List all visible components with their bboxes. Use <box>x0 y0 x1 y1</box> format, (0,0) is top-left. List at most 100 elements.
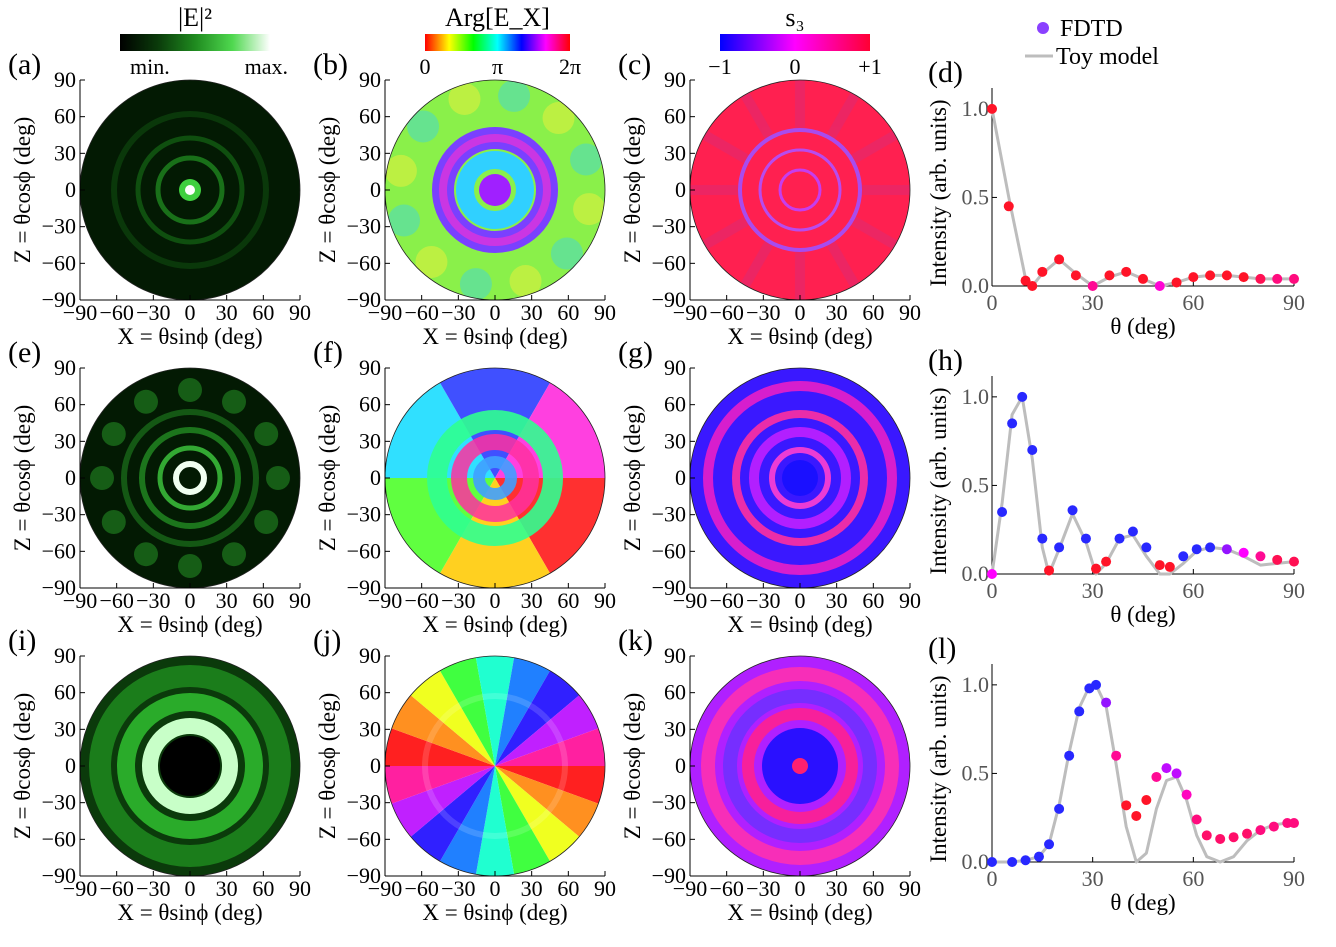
phase-sector <box>440 766 495 875</box>
fdtd-point <box>1161 763 1172 774</box>
intensity-ring <box>89 665 291 867</box>
intensity-ring <box>157 445 223 511</box>
y-axis-label: Z = θcosϕ (deg) <box>315 405 340 552</box>
y-tick-label: 0 <box>65 465 76 490</box>
fdtd-point <box>1205 270 1216 281</box>
phase-sector <box>475 656 515 766</box>
y-tick-label: 60 <box>54 104 76 129</box>
intensity-lobe <box>90 466 114 490</box>
y-axis-label: Z = θcosϕ (deg) <box>10 693 35 840</box>
x-tick-label: 90 <box>1283 290 1305 315</box>
fdtd-point <box>1111 750 1122 761</box>
y-tick-label: 90 <box>664 643 686 668</box>
panel-label: (c) <box>618 48 651 81</box>
panel-label: (a) <box>8 48 41 81</box>
x-axis-label: X = θsinϕ (deg) <box>727 324 872 349</box>
x-tick-label: −60 <box>404 300 438 325</box>
fdtd-point <box>987 103 997 114</box>
y-tick-label: 60 <box>664 392 686 417</box>
colorbar-s3: s₃ −1 0 +1 <box>708 3 881 79</box>
phase-sector <box>495 670 580 766</box>
plot-h: (h) 0 30 60 90 0.0 0.5 1.0 θ (deg) Intensity (arb… <box>926 344 1305 627</box>
intensity-lobe <box>178 378 202 402</box>
phase-patch <box>448 82 481 115</box>
panel-label: (j) <box>313 624 341 657</box>
y-tick-label: 60 <box>54 392 76 417</box>
colorbar-bar <box>720 34 870 51</box>
phase-ring <box>422 693 568 839</box>
map-image <box>690 656 910 876</box>
s3-ring <box>742 708 858 824</box>
x-tick-label: −60 <box>709 876 743 901</box>
intensity-ring <box>121 409 259 547</box>
y-axis-label: Intensity (arb. units) <box>926 387 951 574</box>
fdtd-point <box>1242 828 1253 839</box>
x-tick-label: 60 <box>252 300 274 325</box>
fdtd-point <box>1054 803 1065 814</box>
fdtd-point <box>1020 275 1031 286</box>
x-tick-label: −90 <box>63 876 97 901</box>
y-tick-label: −30 <box>42 502 76 527</box>
x-tick-label: 30 <box>826 300 848 325</box>
y-tick-label: 0 <box>675 177 686 202</box>
x-tick-label: −60 <box>99 588 133 613</box>
fdtd-point <box>987 569 997 579</box>
y-tick-label: 30 <box>54 716 76 741</box>
map-image <box>690 80 910 300</box>
s3-ring <box>701 667 899 865</box>
s3-streak <box>702 130 751 165</box>
x-tick-label: −90 <box>368 876 402 901</box>
s3-center <box>782 460 818 496</box>
x-axis-label: θ (deg) <box>1110 602 1175 627</box>
intensity-lobe <box>134 389 158 414</box>
x-tick-label: −30 <box>441 588 475 613</box>
x-tick-label: 90 <box>289 300 311 325</box>
toy-model-line <box>992 683 1294 864</box>
y-tick-label: 90 <box>664 67 686 92</box>
fdtd-point <box>1067 505 1078 516</box>
x-tick-label: 60 <box>1182 578 1204 603</box>
x-tick-label: −30 <box>441 300 475 325</box>
x-tick-label: −90 <box>673 876 707 901</box>
x-tick-label: −30 <box>136 300 170 325</box>
y-tick-label: 0 <box>675 465 686 490</box>
y-tick-label: −60 <box>652 538 686 563</box>
fdtd-point <box>1268 821 1279 832</box>
intensity-center <box>160 736 220 796</box>
y-tick-label: −60 <box>42 826 76 851</box>
x-tick-label: −30 <box>746 876 780 901</box>
y-tick-label: 0 <box>370 753 381 778</box>
x-axis-label: X = θsinϕ (deg) <box>117 612 262 637</box>
map-image <box>385 656 605 876</box>
s3-ring <box>703 381 897 575</box>
x-tick-label: −60 <box>404 876 438 901</box>
x-tick-label: 60 <box>862 300 884 325</box>
y-tick-label: −90 <box>652 287 686 312</box>
y-tick-label: 90 <box>54 67 76 92</box>
toy-model-line <box>990 108 1294 288</box>
y-axis-label: Intensity (arb. units) <box>926 675 951 862</box>
x-tick-label: 90 <box>289 876 311 901</box>
fdtd-point <box>1272 554 1283 565</box>
y-tick-label: 30 <box>664 716 686 741</box>
y-tick-label: 0.0 <box>962 849 990 874</box>
phase-patch <box>550 237 583 270</box>
fdtd-point <box>1205 542 1216 553</box>
phase-sector <box>391 766 495 837</box>
fdtd-point <box>1037 266 1048 277</box>
x-tick-label: 60 <box>557 876 579 901</box>
fdtd-point <box>1154 281 1165 291</box>
fdtd-point <box>1020 855 1031 866</box>
map-image <box>80 80 300 300</box>
x-tick-label: 0 <box>185 588 196 613</box>
y-tick-label: −30 <box>652 502 686 527</box>
colorbar-title: |E|² <box>178 3 212 32</box>
x-tick-label: 30 <box>826 588 848 613</box>
x-tick-label: −90 <box>63 588 97 613</box>
fdtd-point <box>1037 533 1048 544</box>
